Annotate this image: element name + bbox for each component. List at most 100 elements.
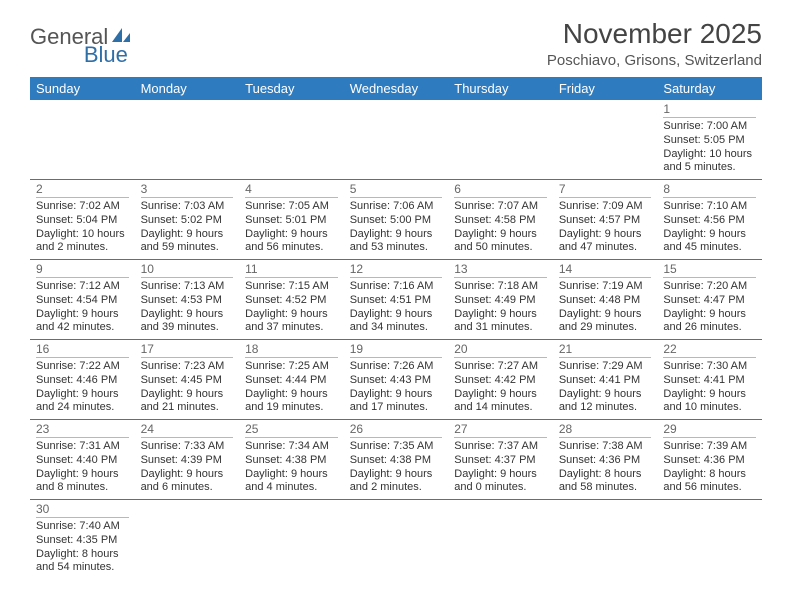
- daylight-text-1: Daylight: 9 hours: [350, 468, 443, 482]
- sunrise-text: Sunrise: 7:00 AM: [663, 120, 756, 134]
- weekday-row: SundayMondayTuesdayWednesdayThursdayFrid…: [30, 77, 762, 100]
- daylight-text-1: Daylight: 9 hours: [141, 308, 234, 322]
- sunrise-text: Sunrise: 7:31 AM: [36, 440, 129, 454]
- calendar-cell-empty: [135, 100, 240, 180]
- daylight-text-2: and 37 minutes.: [245, 321, 338, 335]
- calendar-row: 9Sunrise: 7:12 AMSunset: 4:54 PMDaylight…: [30, 260, 762, 340]
- calendar-cell: 15Sunrise: 7:20 AMSunset: 4:47 PMDayligh…: [657, 260, 762, 340]
- day-number: 6: [454, 182, 547, 198]
- daylight-text-1: Daylight: 9 hours: [36, 468, 129, 482]
- daylight-text-1: Daylight: 10 hours: [36, 228, 129, 242]
- day-number: 2: [36, 182, 129, 198]
- sunrise-text: Sunrise: 7:27 AM: [454, 360, 547, 374]
- daylight-text-1: Daylight: 9 hours: [350, 228, 443, 242]
- daylight-text-2: and 47 minutes.: [559, 241, 652, 255]
- daylight-text-2: and 54 minutes.: [36, 561, 129, 575]
- sunset-text: Sunset: 4:36 PM: [559, 454, 652, 468]
- day-number: 21: [559, 342, 652, 358]
- calendar-cell-empty: [448, 100, 553, 180]
- day-info: Sunrise: 7:39 AMSunset: 4:36 PMDaylight:…: [663, 440, 756, 495]
- daylight-text-2: and 53 minutes.: [350, 241, 443, 255]
- daylight-text-1: Daylight: 9 hours: [454, 228, 547, 242]
- sunset-text: Sunset: 4:43 PM: [350, 374, 443, 388]
- weekday-header: Friday: [553, 77, 658, 100]
- sunrise-text: Sunrise: 7:12 AM: [36, 280, 129, 294]
- day-number: 17: [141, 342, 234, 358]
- calendar-row: 30Sunrise: 7:40 AMSunset: 4:35 PMDayligh…: [30, 500, 762, 580]
- daylight-text-2: and 58 minutes.: [559, 481, 652, 495]
- sunrise-text: Sunrise: 7:33 AM: [141, 440, 234, 454]
- sunrise-text: Sunrise: 7:07 AM: [454, 200, 547, 214]
- day-info: Sunrise: 7:13 AMSunset: 4:53 PMDaylight:…: [141, 280, 234, 335]
- logo-line2: GeneBlue: [30, 42, 128, 68]
- daylight-text-2: and 45 minutes.: [663, 241, 756, 255]
- day-info: Sunrise: 7:29 AMSunset: 4:41 PMDaylight:…: [559, 360, 652, 415]
- daylight-text-2: and 4 minutes.: [245, 481, 338, 495]
- daylight-text-1: Daylight: 9 hours: [141, 388, 234, 402]
- day-info: Sunrise: 7:12 AMSunset: 4:54 PMDaylight:…: [36, 280, 129, 335]
- day-number: 19: [350, 342, 443, 358]
- daylight-text-2: and 34 minutes.: [350, 321, 443, 335]
- day-info: Sunrise: 7:07 AMSunset: 4:58 PMDaylight:…: [454, 200, 547, 255]
- title-block: November 2025 Poschiavo, Grisons, Switze…: [547, 18, 762, 69]
- calendar-cell: 9Sunrise: 7:12 AMSunset: 4:54 PMDaylight…: [30, 260, 135, 340]
- calendar-cell-empty: [135, 500, 240, 580]
- calendar-cell: 6 Sunrise: 7:07 AMSunset: 4:58 PMDaylight…: [448, 180, 553, 260]
- sunrise-text: Sunrise: 7:39 AM: [663, 440, 756, 454]
- day-info: Sunrise: 7:31 AMSunset: 4:40 PMDaylight:…: [36, 440, 129, 495]
- daylight-text-1: Daylight: 9 hours: [559, 308, 652, 322]
- daylight-text-1: Daylight: 8 hours: [36, 548, 129, 562]
- day-number: 16: [36, 342, 129, 358]
- calendar-row: 16Sunrise: 7:22 AMSunset: 4:46 PMDayligh…: [30, 340, 762, 420]
- day-number: 4: [245, 182, 338, 198]
- sunrise-text: Sunrise: 7:29 AM: [559, 360, 652, 374]
- daylight-text-2: and 56 minutes.: [245, 241, 338, 255]
- day-info: Sunrise: 7:00 AMSunset: 5:05 PMDaylight:…: [663, 120, 756, 175]
- day-info: Sunrise: 7:15 AMSunset: 4:52 PMDaylight:…: [245, 280, 338, 335]
- calendar-cell: 18 Sunrise: 7:25 AMSunset: 4:44 PMDayligh…: [239, 340, 344, 420]
- weekday-header: Tuesday: [239, 77, 344, 100]
- location: Poschiavo, Grisons, Switzerland: [547, 52, 762, 69]
- daylight-text-2: and 17 minutes.: [350, 401, 443, 415]
- logo-text-2: Blue: [84, 42, 128, 67]
- calendar-cell: 16Sunrise: 7:22 AMSunset: 4:46 PMDayligh…: [30, 340, 135, 420]
- day-info: Sunrise: 7:06 AMSunset: 5:00 PMDaylight:…: [350, 200, 443, 255]
- sunset-text: Sunset: 4:48 PM: [559, 294, 652, 308]
- day-info: Sunrise: 7:20 AMSunset: 4:47 PMDaylight:…: [663, 280, 756, 335]
- day-number: 3: [141, 182, 234, 198]
- daylight-text-1: Daylight: 9 hours: [141, 468, 234, 482]
- sunrise-text: Sunrise: 7:25 AM: [245, 360, 338, 374]
- daylight-text-1: Daylight: 9 hours: [245, 388, 338, 402]
- day-number: 8: [663, 182, 756, 198]
- calendar-cell: 2Sunrise: 7:02 AMSunset: 5:04 PMDaylight…: [30, 180, 135, 260]
- daylight-text-1: Daylight: 9 hours: [663, 228, 756, 242]
- sunrise-text: Sunrise: 7:35 AM: [350, 440, 443, 454]
- day-number: 20: [454, 342, 547, 358]
- daylight-text-2: and 10 minutes.: [663, 401, 756, 415]
- daylight-text-2: and 6 minutes.: [141, 481, 234, 495]
- day-info: Sunrise: 7:18 AMSunset: 4:49 PMDaylight:…: [454, 280, 547, 335]
- day-info: Sunrise: 7:33 AMSunset: 4:39 PMDaylight:…: [141, 440, 234, 495]
- day-number: 24: [141, 422, 234, 438]
- sunrise-text: Sunrise: 7:02 AM: [36, 200, 129, 214]
- sunset-text: Sunset: 4:36 PM: [663, 454, 756, 468]
- day-number: 13: [454, 262, 547, 278]
- calendar-cell: 5Sunrise: 7:06 AMSunset: 5:00 PMDaylight…: [344, 180, 449, 260]
- sunrise-text: Sunrise: 7:05 AM: [245, 200, 338, 214]
- day-number: 18: [245, 342, 338, 358]
- daylight-text-1: Daylight: 9 hours: [141, 228, 234, 242]
- day-info: Sunrise: 7:03 AMSunset: 5:02 PMDaylight:…: [141, 200, 234, 255]
- daylight-text-2: and 59 minutes.: [141, 241, 234, 255]
- daylight-text-2: and 2 minutes.: [36, 241, 129, 255]
- day-number: 28: [559, 422, 652, 438]
- sunrise-text: Sunrise: 7:06 AM: [350, 200, 443, 214]
- daylight-text-1: Daylight: 8 hours: [559, 468, 652, 482]
- sunset-text: Sunset: 5:05 PM: [663, 134, 756, 148]
- day-number: 25: [245, 422, 338, 438]
- day-info: Sunrise: 7:35 AMSunset: 4:38 PMDaylight:…: [350, 440, 443, 495]
- day-info: Sunrise: 7:25 AMSunset: 4:44 PMDaylight:…: [245, 360, 338, 415]
- daylight-text-1: Daylight: 9 hours: [454, 388, 547, 402]
- sunrise-text: Sunrise: 7:09 AM: [559, 200, 652, 214]
- sunset-text: Sunset: 4:53 PM: [141, 294, 234, 308]
- calendar-table: SundayMondayTuesdayWednesdayThursdayFrid…: [30, 77, 762, 579]
